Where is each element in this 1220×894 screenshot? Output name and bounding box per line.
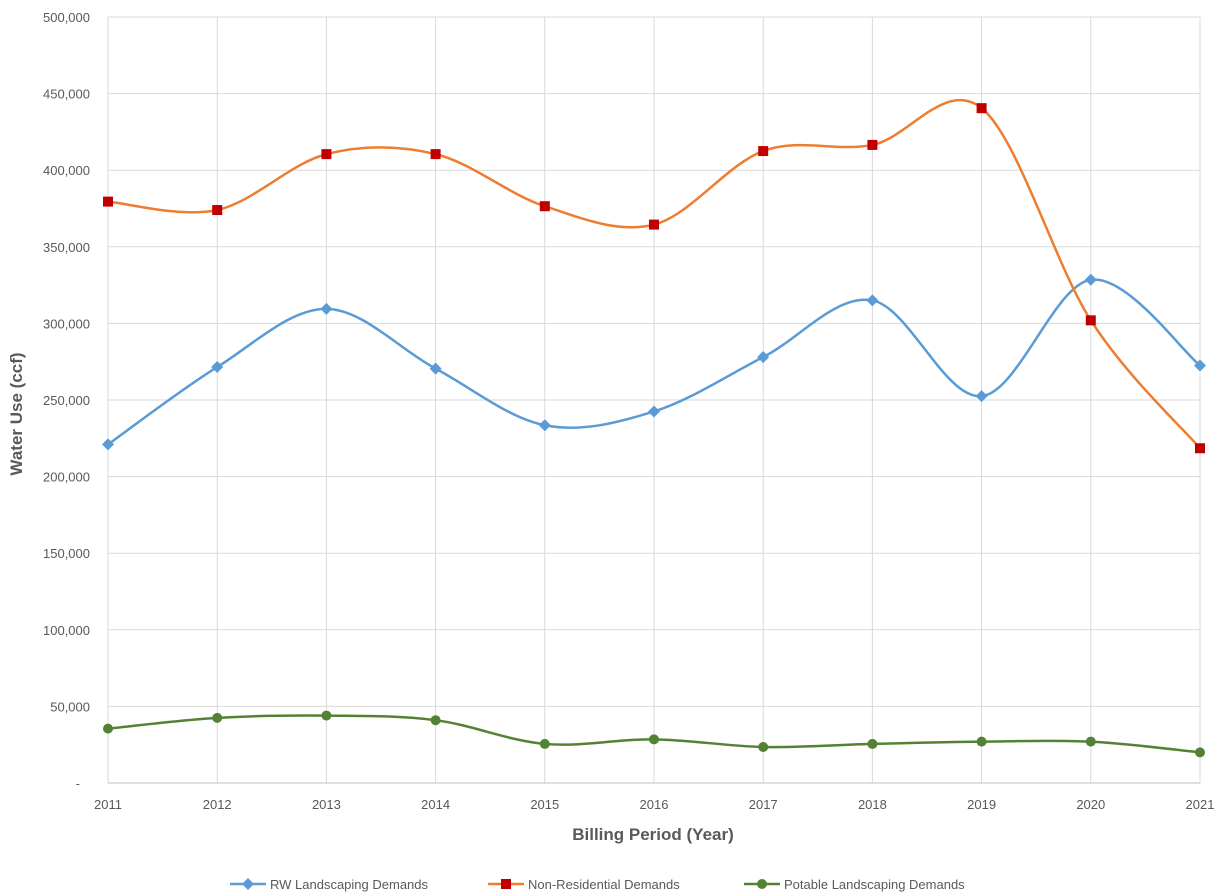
legend-label-rw-landscaping: RW Landscaping Demands (270, 877, 429, 892)
x-axis-title: Billing Period (Year) (572, 825, 734, 844)
y-axis-title: Water Use (ccf) (7, 352, 26, 475)
series-line-non-residential (107, 99, 1201, 450)
data-point-potable-landscaping-2011 (103, 723, 113, 734)
horizontal-gridlines (108, 16, 1200, 784)
data-point-potable-landscaping-2016 (649, 734, 659, 745)
data-point-non-residential-2019 (976, 103, 987, 114)
data-point-non-residential-2014 (430, 149, 441, 160)
legend-marker-non-residential (501, 879, 511, 889)
data-point-non-residential-2018 (867, 139, 878, 150)
series-markers (102, 103, 1206, 758)
y-tick-label-300000: 300,000 (43, 316, 90, 331)
data-point-potable-landscaping-2015 (539, 738, 550, 749)
data-point-rw-landscaping-2012 (211, 361, 224, 374)
x-tick-label-2011: 2011 (94, 797, 122, 812)
legend-label-non-residential: Non-Residential Demands (528, 877, 680, 892)
data-point-rw-landscaping-2019 (975, 390, 988, 403)
data-point-potable-landscaping-2013 (321, 710, 332, 721)
y-tick-label-500000: 500,000 (43, 10, 90, 25)
x-tick-label-2019: 2019 (967, 797, 996, 812)
y-tick-label-200000: 200,000 (43, 470, 90, 485)
y-tick-label-0: - (76, 776, 80, 791)
data-point-non-residential-2011 (103, 196, 113, 207)
data-point-non-residential-2016 (649, 219, 659, 230)
y-tick-label-50000: 50,000 (50, 699, 90, 714)
data-point-non-residential-2013 (321, 149, 332, 160)
x-tick-label-2013: 2013 (312, 797, 341, 812)
legend-marker-rw-landscaping (242, 878, 254, 890)
data-point-potable-landscaping-2018 (867, 738, 878, 749)
data-point-potable-landscaping-2019 (976, 736, 987, 747)
chart-legend: RW Landscaping Demands Non-Residential De… (230, 877, 965, 892)
y-tick-label-450000: 450,000 (43, 87, 90, 102)
y-axis-tick-labels: - 50,000 100,000 150,000 200,000 250,000 300,0… (43, 10, 90, 791)
x-tick-label-2021: 2021 (1186, 797, 1215, 812)
data-point-non-residential-2015 (539, 201, 550, 212)
y-tick-label-150000: 150,000 (43, 546, 90, 561)
data-point-rw-landscaping-2013 (320, 302, 333, 315)
legend-item-rw-landscaping: RW Landscaping Demands (230, 877, 429, 892)
data-point-rw-landscaping-2011 (102, 438, 114, 451)
legend-item-non-residential: Non-Residential Demands (488, 877, 680, 892)
data-point-potable-landscaping-2020 (1085, 736, 1096, 747)
x-tick-label-2017: 2017 (749, 797, 778, 812)
data-point-rw-landscaping-2020 (1084, 273, 1097, 286)
y-tick-label-400000: 400,000 (43, 163, 90, 178)
x-tick-label-2015: 2015 (530, 797, 559, 812)
data-point-rw-landscaping-2021 (1194, 359, 1206, 372)
data-point-rw-landscaping-2014 (429, 362, 442, 375)
x-tick-label-2014: 2014 (421, 797, 450, 812)
data-point-potable-landscaping-2012 (212, 712, 223, 723)
legend-label-potable-landscaping: Potable Landscaping Demands (784, 877, 965, 892)
legend-marker-potable-landscaping (757, 879, 767, 889)
data-point-rw-landscaping-2017 (757, 351, 770, 364)
y-tick-label-250000: 250,000 (43, 393, 90, 408)
data-point-non-residential-2012 (212, 205, 223, 216)
series-line-rw-landscaping (107, 278, 1201, 446)
y-tick-label-350000: 350,000 (43, 240, 90, 255)
data-point-non-residential-2021 (1195, 443, 1205, 454)
x-axis-tick-labels: 2011 2012 2013 2014 2015 2016 2017 2018 2019 2020… (94, 797, 1214, 812)
data-point-potable-landscaping-2014 (430, 715, 441, 726)
data-point-non-residential-2020 (1085, 315, 1096, 326)
data-point-rw-landscaping-2016 (648, 405, 660, 418)
x-tick-label-2020: 2020 (1076, 797, 1105, 812)
data-point-non-residential-2017 (758, 146, 769, 157)
x-tick-label-2012: 2012 (203, 797, 232, 812)
y-tick-label-100000: 100,000 (43, 623, 90, 638)
data-point-rw-landscaping-2015 (538, 419, 551, 432)
legend-item-potable-landscaping: Potable Landscaping Demands (744, 877, 965, 892)
data-point-potable-landscaping-2021 (1195, 747, 1205, 758)
data-point-potable-landscaping-2017 (758, 741, 769, 752)
x-tick-label-2018: 2018 (858, 797, 887, 812)
data-point-rw-landscaping-2018 (866, 294, 879, 307)
x-tick-label-2016: 2016 (640, 797, 669, 812)
